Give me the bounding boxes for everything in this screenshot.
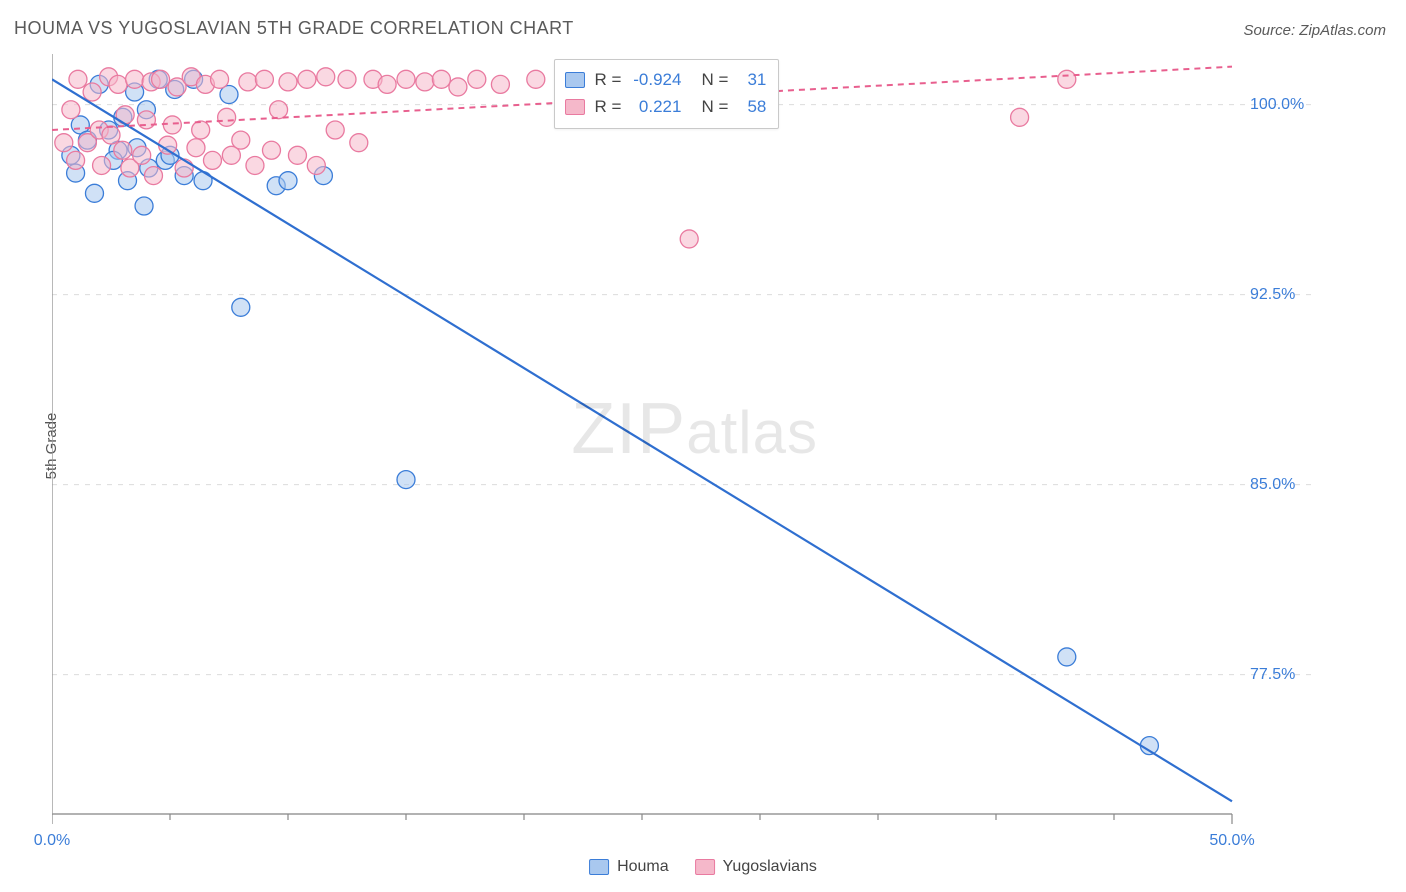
swatch-yugoslavians <box>695 859 715 875</box>
r-label: R = <box>595 66 622 93</box>
legend-bottom: Houma Yugoslavians <box>589 858 817 876</box>
y-tick-label: 85.0% <box>1250 476 1295 494</box>
x-tick-label: 50.0% <box>1209 832 1254 850</box>
r-label: R = <box>595 93 622 120</box>
source-attribution: Source: ZipAtlas.com <box>1243 22 1386 39</box>
n-value-yugoslavians: 58 <box>736 93 766 120</box>
y-tick-label: 92.5% <box>1250 286 1295 304</box>
y-tick-label: 77.5% <box>1250 666 1295 684</box>
swatch-yugoslavians <box>565 99 585 115</box>
swatch-houma <box>565 72 585 88</box>
r-value-yugoslavians: 0.221 <box>629 93 681 120</box>
correlation-stats-box: R = -0.924 N = 31 R = 0.221 N = 58 <box>554 59 780 129</box>
x-tick-label: 0.0% <box>34 832 70 850</box>
chart-area: 0.0%50.0% 77.5%85.0%92.5%100.0% R = -0.9… <box>52 54 1320 826</box>
n-value-houma: 31 <box>736 66 766 93</box>
scatter-chart-svg <box>52 54 1320 826</box>
r-value-houma: -0.924 <box>629 66 681 93</box>
n-label: N = <box>701 93 728 120</box>
legend-item-yugoslavians: Yugoslavians <box>695 858 817 876</box>
swatch-houma <box>589 859 609 875</box>
chart-title: HOUMA VS YUGOSLAVIAN 5TH GRADE CORRELATI… <box>14 18 574 39</box>
legend-label: Houma <box>617 858 669 876</box>
stat-row-yugoslavians: R = 0.221 N = 58 <box>565 93 767 120</box>
stat-row-houma: R = -0.924 N = 31 <box>565 66 767 93</box>
legend-item-houma: Houma <box>589 858 669 876</box>
n-label: N = <box>701 66 728 93</box>
legend-label: Yugoslavians <box>723 858 817 876</box>
y-tick-label: 100.0% <box>1250 96 1304 114</box>
